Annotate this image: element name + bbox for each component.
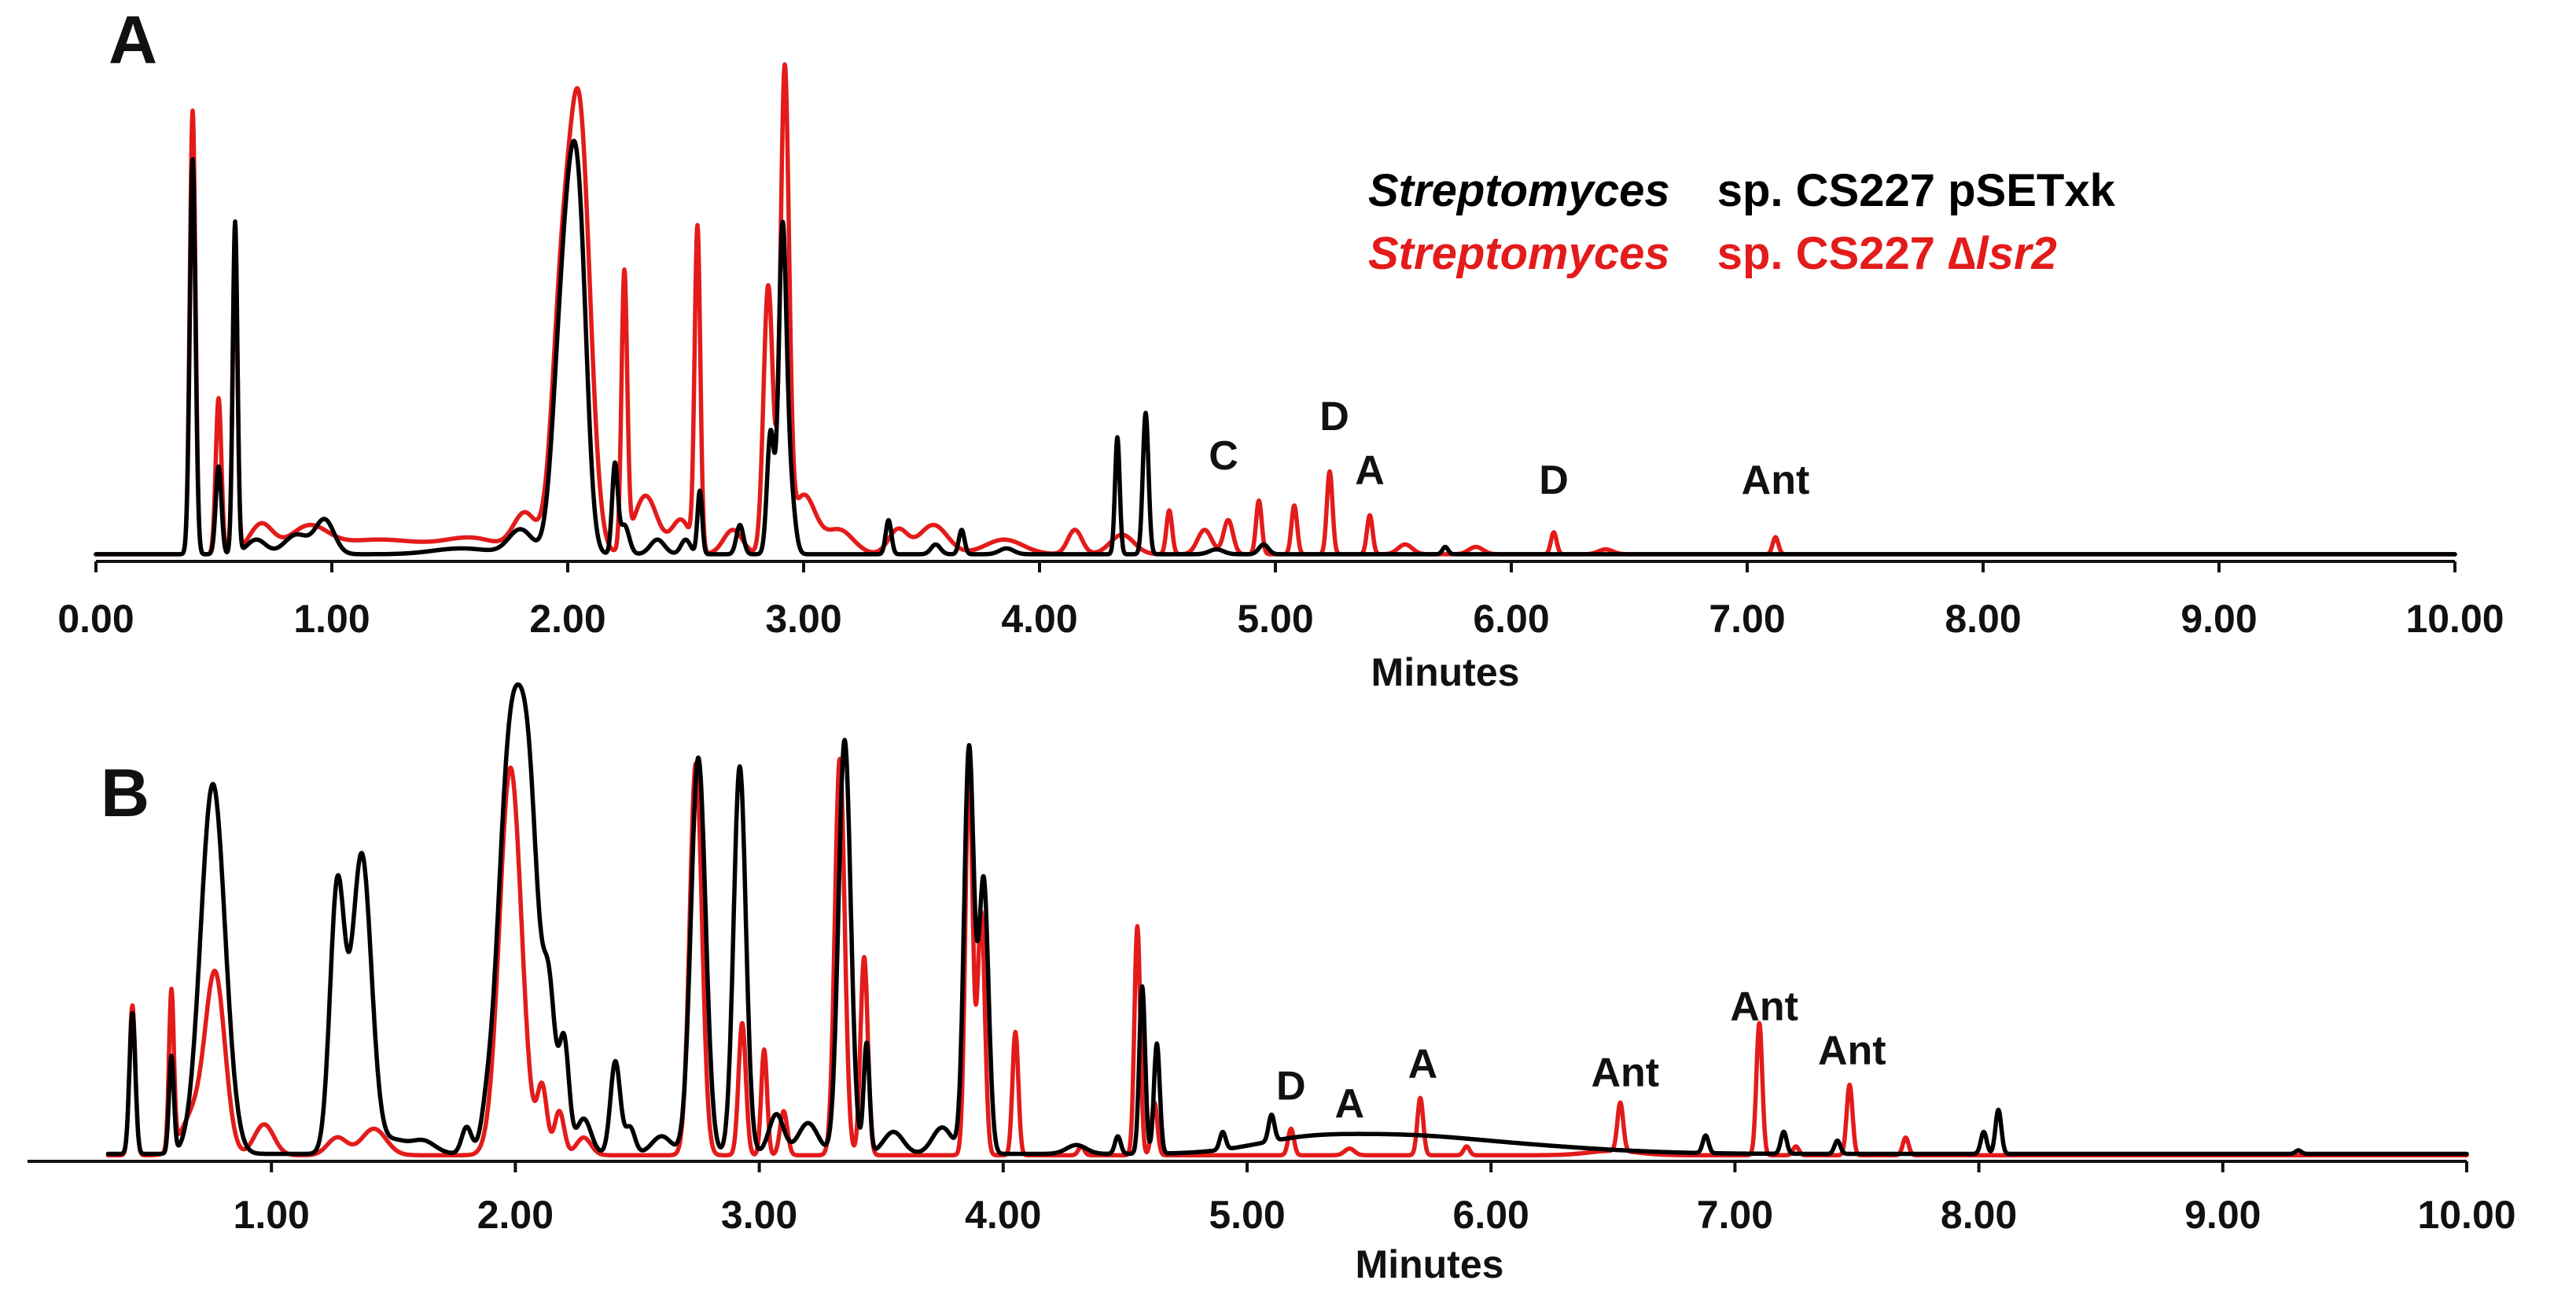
- x-tick-label: 8.00: [1945, 597, 2021, 641]
- peak-annotation: Ant: [1730, 984, 1798, 1030]
- peak-annotation: Ant: [1591, 1050, 1659, 1096]
- peak-annotation: C: [1209, 433, 1238, 479]
- peak-annotation: D: [1319, 394, 1349, 440]
- legend-wt-genus: Streptomyces: [1368, 165, 1670, 216]
- peak-annotation: D: [1276, 1063, 1306, 1109]
- x-tick-label: 5.00: [1237, 597, 1313, 641]
- peak-annotation: Ant: [1742, 458, 1810, 503]
- peak-annotation: A: [1355, 447, 1385, 493]
- legend-entry-wt: Streptomyces sp. CS227 pSETxk: [1368, 165, 2116, 216]
- panel-b-traces: [105, 682, 2469, 1157]
- panel-a-annotations: CDA D Ant: [1209, 394, 1809, 503]
- x-tick-label: 7.00: [1709, 597, 1785, 641]
- peak-annotation: Ant: [1818, 1028, 1886, 1074]
- x-tick-label: 1.00: [293, 597, 370, 641]
- panel-a-traces: [94, 62, 2457, 557]
- x-tick-label: 9.00: [2184, 1193, 2261, 1237]
- x-tick-label: 4.00: [1001, 597, 1077, 641]
- x-tick-label: 8.00: [1941, 1193, 2017, 1237]
- peak-annotation: A: [1408, 1041, 1438, 1087]
- x-tick-label: 9.00: [2180, 597, 2257, 641]
- panel-b-x-axis-title: Minutes: [1356, 1242, 1504, 1286]
- x-tick-label: 0.00: [57, 597, 134, 641]
- legend-wt-strain: sp. CS227 pSETxk: [1717, 165, 2116, 216]
- panel-a: A 0.00 1.00 2.00 3.00 4.00 5.00 6.00 7.00 8.00 9.…: [57, 2, 2504, 694]
- legend-entry-mutant: Streptomyces sp. CS227 ∆lsr2: [1368, 228, 2057, 279]
- x-tick-label: 3.00: [765, 597, 841, 641]
- panel-a-letter: A: [109, 2, 157, 78]
- panel-b: B 1.00 2.00 3.00 4.00 5.00 6.00 7.00 8.00 9.00 10…: [28, 682, 2516, 1286]
- x-tick-label: 1.00: [234, 1193, 310, 1237]
- trace-wt: [94, 138, 2457, 557]
- legend-mutant-gene: lsr2: [1976, 228, 2057, 279]
- trace-wt: [105, 682, 2469, 1157]
- panel-a-x-axis-title: Minutes: [1371, 650, 1520, 694]
- x-tick-label: 2.00: [529, 597, 605, 641]
- x-tick-label: 10.00: [2417, 1193, 2515, 1237]
- x-tick-label: 6.00: [1473, 597, 1549, 641]
- x-tick-label: 6.00: [1453, 1193, 1529, 1237]
- panel-a-ticks: 0.00 1.00 2.00 3.00 4.00 5.00 6.00 7.00 8.00 9.00…: [57, 561, 2504, 641]
- x-tick-label: 2.00: [477, 1193, 554, 1237]
- legend-mutant-strain: sp. CS227 ∆: [1717, 228, 1976, 279]
- peak-annotation: A: [1335, 1081, 1365, 1127]
- legend-mutant-genus: Streptomyces: [1368, 228, 1670, 279]
- panel-b-ticks: 1.00 2.00 3.00 4.00 5.00 6.00 7.00 8.00 9.00 10.0…: [234, 1161, 2516, 1237]
- x-tick-label: 7.00: [1697, 1193, 1773, 1237]
- peak-annotation: D: [1539, 458, 1569, 503]
- x-tick-label: 10.00: [2405, 597, 2504, 641]
- panel-b-letter: B: [101, 756, 149, 831]
- x-tick-label: 5.00: [1209, 1193, 1285, 1237]
- x-tick-label: 4.00: [965, 1193, 1041, 1237]
- x-tick-label: 3.00: [721, 1193, 797, 1237]
- legend: Streptomyces sp. CS227 pSETxk Streptomyc…: [1368, 165, 2116, 279]
